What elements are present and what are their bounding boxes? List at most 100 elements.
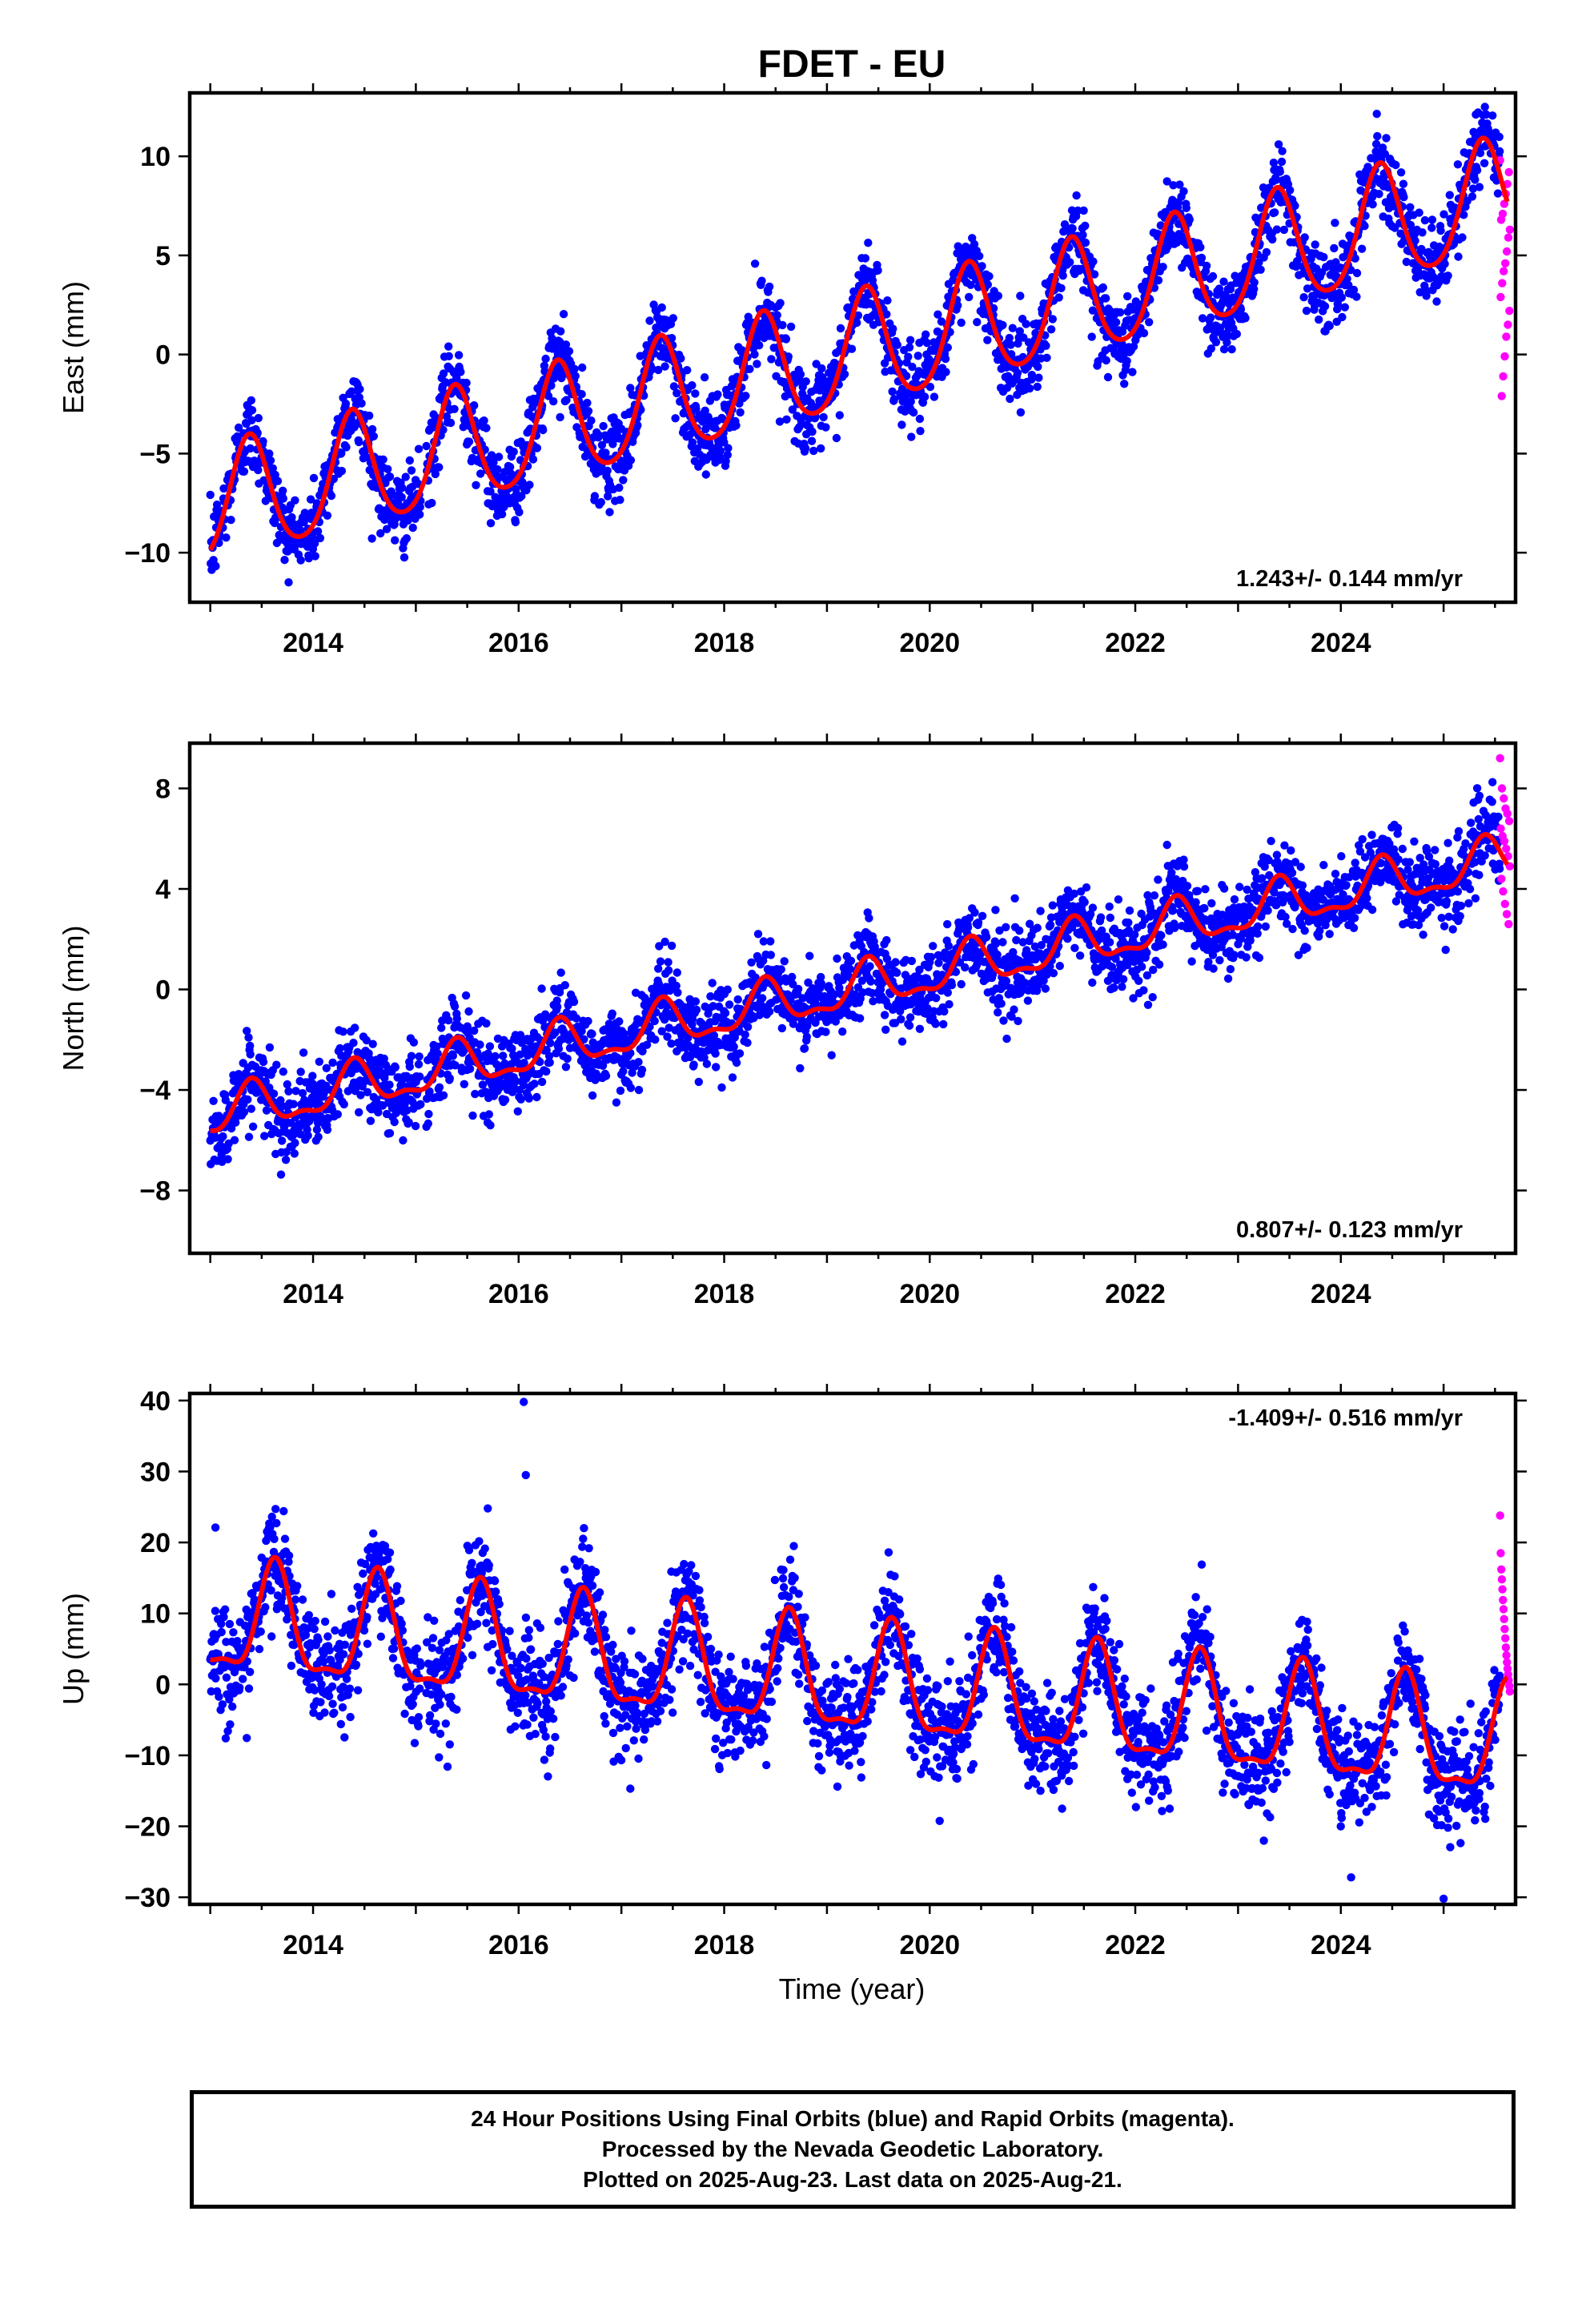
final-point — [506, 463, 515, 472]
final-point — [335, 1043, 344, 1053]
final-point — [528, 455, 538, 464]
final-point — [853, 311, 863, 320]
final-point — [1274, 140, 1283, 149]
final-point — [310, 1084, 319, 1092]
final-point — [484, 1110, 493, 1119]
final-point — [1094, 357, 1102, 366]
final-point — [1019, 333, 1028, 342]
final-point — [1344, 280, 1353, 290]
final-point — [1072, 191, 1081, 200]
final-point — [1286, 186, 1295, 195]
final-point — [982, 933, 991, 942]
final-point — [553, 1003, 562, 1011]
final-point — [390, 1117, 399, 1127]
final-point — [369, 432, 378, 440]
final-point — [341, 399, 351, 408]
final-point — [279, 1068, 287, 1076]
final-point — [1227, 345, 1236, 354]
final-point — [584, 1016, 592, 1026]
final-point — [1006, 340, 1015, 349]
final-point — [1338, 312, 1347, 322]
final-point — [296, 1068, 305, 1076]
final-point — [683, 366, 692, 375]
final-point — [1250, 278, 1259, 287]
final-point — [460, 1080, 468, 1089]
final-point — [1454, 252, 1463, 261]
final-point — [1207, 344, 1216, 353]
final-point — [244, 1033, 253, 1042]
final-point — [1081, 238, 1090, 247]
final-point — [889, 395, 899, 404]
final-point — [428, 498, 436, 508]
final-point — [920, 392, 930, 401]
final-point — [246, 1041, 255, 1051]
final-point — [259, 436, 267, 446]
final-point — [1154, 275, 1163, 285]
final-point — [833, 954, 841, 963]
final-point — [491, 1051, 500, 1061]
final-point — [1154, 875, 1162, 884]
final-point — [513, 1107, 522, 1116]
final-point — [439, 369, 448, 378]
final-point — [407, 466, 416, 475]
final-point — [1005, 333, 1014, 343]
final-point — [907, 956, 917, 966]
final-point — [1033, 923, 1042, 932]
final-point — [509, 447, 518, 456]
final-point — [788, 405, 797, 414]
final-point — [827, 1051, 836, 1059]
final-point — [957, 318, 966, 328]
final-point — [897, 1037, 907, 1046]
final-point — [750, 350, 759, 359]
final-point — [673, 968, 681, 977]
final-point — [555, 337, 564, 346]
final-point — [248, 1122, 258, 1132]
final-point — [291, 1087, 300, 1096]
final-point — [821, 423, 830, 432]
final-point — [904, 352, 913, 361]
rapid-point — [1504, 320, 1512, 329]
final-point — [861, 275, 869, 285]
final-point — [563, 1054, 572, 1063]
final-point — [692, 404, 701, 413]
final-point — [327, 491, 336, 501]
final-point — [1125, 906, 1134, 915]
final-point — [1355, 170, 1364, 179]
final-point — [530, 1080, 539, 1088]
final-point — [1158, 263, 1167, 271]
rapid-point — [1496, 292, 1505, 302]
final-point — [784, 352, 793, 361]
final-point — [416, 502, 424, 512]
final-point — [626, 456, 636, 464]
final-point — [970, 908, 979, 917]
final-point — [1332, 317, 1341, 326]
final-point — [915, 414, 925, 424]
final-point — [905, 1021, 914, 1030]
final-point — [470, 401, 479, 410]
final-point — [1418, 228, 1427, 237]
final-point — [853, 318, 861, 328]
final-point — [1148, 993, 1157, 1002]
final-point — [587, 416, 596, 425]
final-point — [1391, 160, 1400, 170]
final-point — [728, 1073, 737, 1082]
y-tick-label: 5 — [155, 241, 171, 271]
final-point — [435, 463, 444, 472]
final-point — [437, 1023, 446, 1032]
rapid-point — [1505, 225, 1515, 234]
final-point — [1373, 131, 1382, 141]
final-point — [922, 339, 932, 348]
final-point — [688, 381, 697, 390]
final-point — [931, 1019, 940, 1028]
final-point — [1060, 220, 1070, 229]
final-point — [1002, 923, 1010, 932]
final-point — [407, 1051, 416, 1060]
final-point — [732, 1058, 741, 1068]
final-point — [713, 390, 722, 399]
final-point — [711, 1049, 720, 1058]
final-point — [934, 310, 942, 319]
final-point — [1175, 180, 1184, 189]
final-point — [559, 310, 568, 319]
final-point — [616, 496, 624, 505]
